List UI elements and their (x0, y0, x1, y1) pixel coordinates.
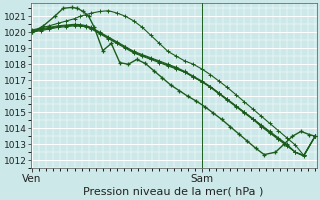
X-axis label: Pression niveau de la mer( hPa ): Pression niveau de la mer( hPa ) (84, 187, 264, 197)
